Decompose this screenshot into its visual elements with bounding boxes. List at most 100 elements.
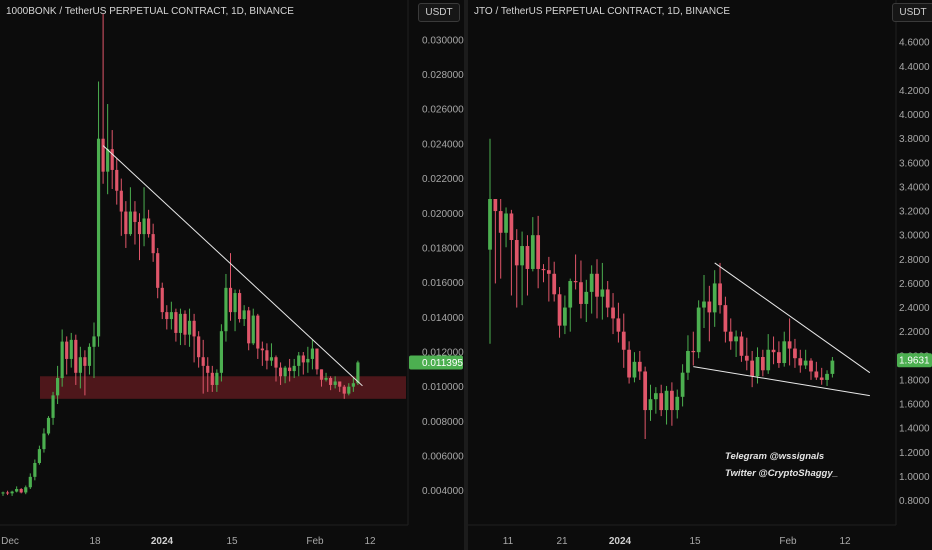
x-tick-label: Dec [1, 536, 19, 547]
y-tick-label: 0.022000 [422, 174, 464, 185]
candle-body [351, 383, 355, 387]
candle-body [504, 213, 508, 233]
candle-body [819, 377, 824, 380]
last-price-badge [897, 353, 932, 368]
candle-body [568, 281, 573, 308]
candle-body [760, 357, 765, 371]
candle-body [33, 462, 37, 477]
candle-body [51, 395, 55, 418]
trendline [102, 145, 363, 387]
candle-body [589, 273, 594, 292]
trendline [693, 366, 870, 397]
candle-body [151, 234, 155, 254]
candle-body [87, 346, 92, 366]
candle-body [707, 301, 712, 313]
candle-body [584, 291, 589, 304]
candle-body [702, 301, 706, 308]
candle-body [488, 199, 492, 250]
currency-unit-button[interactable]: USDT [418, 3, 460, 22]
chart-title: JTO / TetherUS PERPETUAL CONTRACT, 1D, B… [474, 6, 730, 17]
y-tick-label: 1.0000 [899, 472, 930, 483]
x-tick-label: 12 [364, 536, 376, 547]
candle-body [637, 361, 642, 372]
candle-body [632, 361, 637, 378]
candle-body [546, 270, 551, 274]
candle-body [65, 341, 69, 359]
currency-unit-button[interactable]: USDT [892, 3, 932, 22]
candle-body [242, 310, 246, 320]
y-tick-label: 0.004000 [422, 486, 464, 497]
candle-body [611, 307, 615, 319]
candle-body [342, 386, 346, 394]
candle-body [653, 393, 658, 400]
jto-chart-canvas[interactable]: 4.80004.60004.40004.20004.00003.80003.60… [468, 0, 932, 550]
candle-body [197, 336, 201, 358]
x-tick-label: Feb [779, 536, 797, 547]
y-tick-label: 4.4000 [899, 62, 930, 73]
y-tick-label: 0.024000 [422, 139, 464, 150]
candle-body [142, 218, 146, 235]
candle-body [96, 138, 101, 337]
candle-body [15, 488, 19, 492]
candle-body [224, 287, 228, 332]
candle-body [324, 378, 328, 380]
panel-divider[interactable] [464, 0, 468, 550]
x-tick-label: 12 [839, 536, 851, 547]
candle-body [110, 149, 114, 170]
y-tick-label: 0.020000 [422, 209, 464, 220]
y-tick-label: 1.8000 [899, 375, 930, 386]
candle-body [160, 287, 164, 313]
candle-body [265, 350, 269, 361]
candle-body [28, 476, 32, 488]
candle-body [1, 492, 5, 494]
candle-body [723, 305, 728, 332]
x-tick-label: 2024 [609, 536, 632, 547]
x-tick-label: 18 [89, 536, 101, 547]
candle-body [306, 358, 310, 363]
candle-body [147, 218, 151, 235]
y-tick-label: 0.010000 [422, 382, 464, 393]
candle-body [573, 281, 578, 283]
candle-body [739, 336, 744, 356]
candle-body [691, 350, 696, 353]
bonk-chart-canvas[interactable]: 0.030000 0.028000 0.026000 0.024000 0.022000… [0, 0, 464, 550]
candle-body [319, 369, 324, 380]
candle-body [744, 355, 749, 361]
y-tick-label: 0.006000 [422, 452, 464, 463]
candle-body [119, 190, 123, 212]
y-tick-label: 0.028000 [422, 70, 464, 81]
candle-body [520, 246, 524, 266]
candle-body [643, 371, 648, 411]
candle-body [106, 149, 110, 172]
candle-body [24, 487, 28, 493]
candle-body [803, 360, 808, 366]
y-tick-label: 3.8000 [899, 134, 930, 145]
candle-body [670, 390, 674, 411]
candle-body [278, 367, 283, 377]
candle-body [755, 357, 760, 377]
candle-body [124, 211, 128, 235]
candle-body [347, 386, 351, 394]
support-zone [40, 376, 406, 399]
candle-body [621, 331, 626, 350]
candle-body [10, 491, 14, 494]
candle-body [156, 253, 160, 288]
y-tick-label: 0.008000 [422, 417, 464, 428]
y-tick-label: 0.8000 [899, 496, 930, 507]
y-tick-label: 3.6000 [899, 158, 930, 169]
candle-body [260, 348, 264, 351]
x-tick-label: 15 [226, 536, 238, 547]
candle-body [256, 315, 260, 349]
candle-body [696, 307, 701, 353]
candle-body [60, 341, 64, 379]
candle-body [616, 318, 621, 332]
x-tick-label: 2024 [151, 536, 174, 547]
chart-panel-jto[interactable]: 4.80004.60004.40004.20004.00003.80003.60… [468, 0, 932, 550]
candle-body [92, 336, 96, 347]
candle-body [333, 381, 337, 385]
chart-panel-1000bonk[interactable]: 0.030000 0.028000 0.026000 0.024000 0.022000… [0, 0, 464, 550]
chart-title: 1000BONK / TetherUS PERPETUAL CONTRACT, … [6, 6, 294, 17]
candle-body [137, 221, 142, 235]
candle-body [187, 320, 192, 335]
candle-body [493, 199, 498, 212]
